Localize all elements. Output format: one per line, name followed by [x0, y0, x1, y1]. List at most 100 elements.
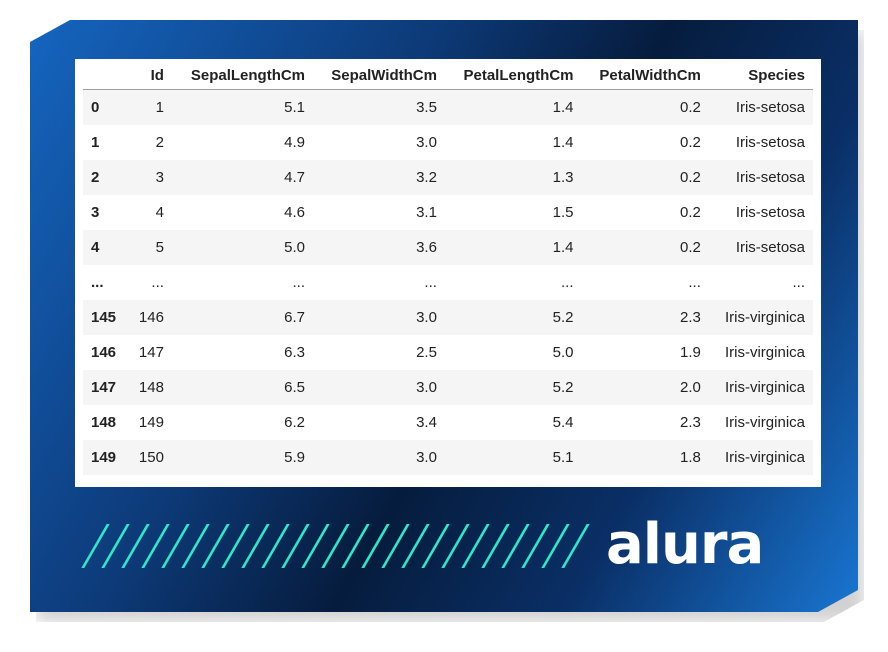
table-cell: 3.5 [313, 89, 445, 125]
table-cell: 0.2 [680, 134, 701, 151]
table-cell: 1.4 [444, 89, 582, 125]
table-cell: 3.4 [416, 414, 437, 431]
table-cell: 3.2 [313, 160, 445, 195]
table-cell: 2.0 [581, 370, 709, 405]
table-cell: 5.1 [171, 89, 314, 125]
column-header: PetalWidthCm [581, 61, 709, 90]
table-cell: ... [151, 274, 164, 291]
table-cell: 4 [155, 204, 164, 221]
column-header: Species [708, 61, 813, 90]
table-row: 149 150 5.9 3.0 5.1 1.8 Iris-virginica [83, 440, 813, 475]
table-cell: Iris-virginica [708, 440, 813, 475]
table-cell: ... [424, 274, 437, 291]
table-cell: 3.6 [313, 230, 445, 265]
table-cell: 0.2 [581, 160, 709, 195]
table-cell: 147 [138, 344, 164, 361]
table-cell: 5 [127, 230, 172, 265]
table-cell: ... [792, 274, 805, 291]
table-cell: Iris-virginica [708, 300, 813, 335]
table-header-row: Id SepalLengthCm SepalWidthCm PetalLengt… [83, 61, 813, 90]
table-cell: 5.1 [444, 440, 582, 475]
row-index: 0 [83, 89, 128, 125]
row-index: ... [91, 274, 104, 291]
table-row: 1 2 4.9 3.0 1.4 0.2 Iris-setosa [83, 125, 813, 160]
table-cell: 5.4 [552, 414, 574, 431]
table-cell: 1.3 [444, 160, 582, 195]
table-cell: 1.8 [581, 440, 709, 475]
table-row: 3 4 4.6 3.1 1.5 0.2 Iris-setosa [83, 195, 813, 230]
table-row: 146 147 6.3 2.5 5.0 1.9 Iris-virginica [83, 335, 813, 370]
column-header: SepalWidthCm [313, 61, 445, 90]
table-cell: 2.3 [581, 300, 709, 335]
table-cell: 0.2 [680, 204, 701, 221]
table-cell: Iris-setosa [735, 134, 805, 151]
dataframe-table: Id SepalLengthCm SepalWidthCm PetalLengt… [83, 61, 813, 475]
table-cell: 4.7 [171, 160, 314, 195]
table-cell: 148 [127, 370, 172, 405]
table-cell: 146 [127, 300, 172, 335]
table-row: 4 5 5.0 3.6 1.4 0.2 Iris-setosa [83, 230, 813, 265]
table-cell: 5.9 [171, 440, 314, 475]
table-cell: 6.3 [284, 344, 306, 361]
table-cell: 4.6 [284, 204, 306, 221]
table-cell: 0.2 [581, 89, 709, 125]
table-cell: 6.2 [284, 414, 306, 431]
table-cell: Iris-virginica [724, 414, 805, 431]
row-index: 147 [83, 370, 128, 405]
table-cell: 1 [127, 89, 172, 125]
table-cell: Iris-setosa [735, 204, 805, 221]
table-cell: ... [688, 274, 701, 291]
table-cell: ... [561, 274, 574, 291]
table-cell: 1.5 [552, 204, 574, 221]
row-index: 3 [91, 204, 100, 221]
column-header [83, 61, 128, 90]
table-cell: 2 [155, 134, 164, 151]
table-cell: 3.0 [313, 370, 445, 405]
table-row: 145 146 6.7 3.0 5.2 2.3 Iris-virginica [83, 300, 813, 335]
table-cell: 150 [127, 440, 172, 475]
row-index: 149 [83, 440, 128, 475]
table-row: 2 3 4.7 3.2 1.3 0.2 Iris-setosa [83, 160, 813, 195]
table-cell: 1.4 [552, 134, 574, 151]
table-cell: 2.5 [416, 344, 437, 361]
row-index: 1 [91, 134, 100, 151]
row-index: 145 [83, 300, 128, 335]
table-cell: 1.9 [680, 344, 701, 361]
table-cell: Iris-setosa [708, 230, 813, 265]
row-index: 2 [83, 160, 128, 195]
row-index: 148 [91, 414, 117, 431]
table-cell: 3.0 [313, 440, 445, 475]
table-cell: 3 [127, 160, 172, 195]
table-cell: 1.4 [444, 230, 582, 265]
table-cell: 6.7 [171, 300, 314, 335]
table-cell: Iris-virginica [708, 370, 813, 405]
table-cell: 5.2 [444, 370, 582, 405]
table-cell: 5.0 [171, 230, 314, 265]
column-header: SepalLengthCm [171, 61, 314, 90]
table-cell: Iris-setosa [708, 160, 813, 195]
table-cell: 3.1 [416, 204, 437, 221]
dataframe-panel: Id SepalLengthCm SepalWidthCm PetalLengt… [75, 59, 821, 487]
table-cell: Iris-virginica [724, 344, 805, 361]
table-cell: Iris-setosa [708, 89, 813, 125]
table-row: 148 149 6.2 3.4 5.4 2.3 Iris-virginica [83, 405, 813, 440]
row-index: 146 [91, 344, 117, 361]
decorative-slashes [81, 520, 602, 570]
table-cell: 5.2 [444, 300, 582, 335]
table-cell: 4.9 [284, 134, 306, 151]
table-cell: 0.2 [581, 230, 709, 265]
table-cell: 2.3 [680, 414, 701, 431]
table-row: 0 1 5.1 3.5 1.4 0.2 Iris-setosa [83, 89, 813, 125]
table-cell: 3.0 [313, 300, 445, 335]
table-cell: 6.5 [171, 370, 314, 405]
table-cell: 5.0 [552, 344, 574, 361]
table-cell: ... [292, 274, 306, 291]
column-header: PetalLengthCm [444, 61, 582, 90]
column-header: Id [127, 61, 172, 90]
table-cell: 149 [138, 414, 164, 431]
alura-logo: alura [606, 512, 764, 577]
table-cell: 3.0 [416, 134, 437, 151]
table-row: 147 148 6.5 3.0 5.2 2.0 Iris-virginica [83, 370, 813, 405]
row-index: 4 [83, 230, 128, 265]
table-row: ..................... [83, 265, 813, 300]
